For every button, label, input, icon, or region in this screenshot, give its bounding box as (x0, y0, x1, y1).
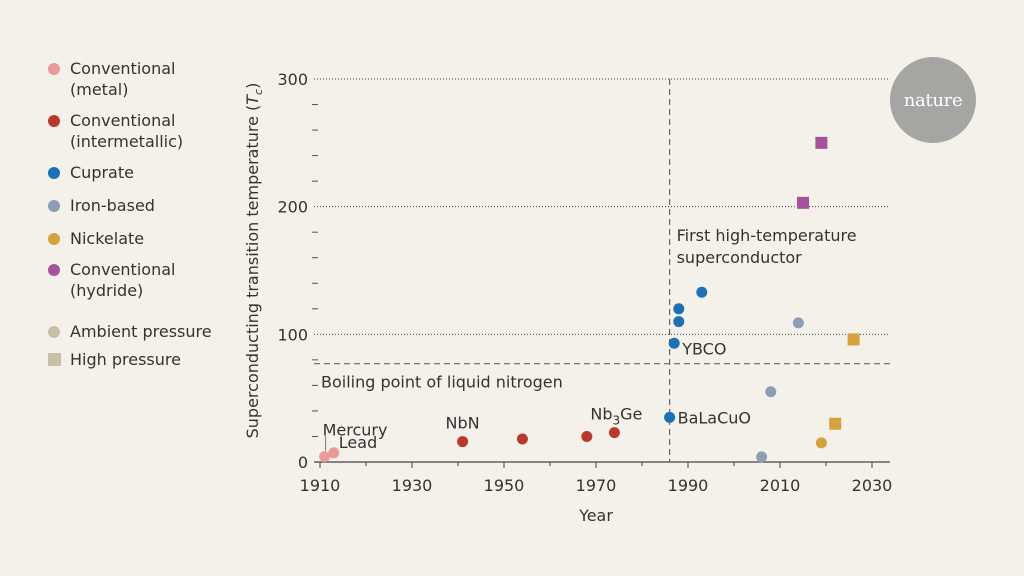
y-axis-title: Superconducting transition temperature (… (243, 83, 265, 439)
legend-item: Conventional (hydride) (48, 259, 248, 301)
legend-marker-circle (48, 326, 60, 338)
legend-marker (48, 264, 60, 276)
legend-item-square: High pressure (48, 349, 248, 370)
data-point-square (797, 196, 809, 209)
data-point-square (815, 136, 828, 149)
x-tick-label: 1910 (300, 476, 341, 495)
data-point (319, 451, 331, 463)
nature-logo: nature (890, 57, 976, 143)
legend-marker-square (48, 353, 61, 366)
legend-label: Conventional (metal) (70, 59, 176, 99)
y-tick-label: 100 (277, 325, 308, 344)
x-tick-label: 1970 (576, 476, 617, 495)
x-tick-label: 1950 (484, 476, 525, 495)
data-point (673, 303, 685, 315)
x-tick-label: 2030 (852, 476, 893, 495)
legend-item: Conventional (metal) (48, 58, 248, 100)
legend-label: Iron-based (70, 196, 155, 215)
reference-label-nitrogen: Boiling point of liquid nitrogen (321, 373, 563, 392)
data-point (696, 286, 708, 298)
legend-marker (48, 63, 60, 75)
legend-item: Iron-based (48, 195, 248, 216)
data-point (328, 447, 340, 459)
data-point (815, 437, 827, 449)
annotation-label: Nb3Ge (590, 405, 642, 428)
x-tick-label: 1930 (392, 476, 433, 495)
x-axis-title: Year (578, 506, 613, 525)
annotation-label: Mercury (323, 421, 388, 440)
data-point (581, 430, 593, 442)
data-point (608, 427, 620, 439)
legend-label: Cuprate (70, 163, 134, 182)
legend-label: Conventional (hydride) (70, 260, 176, 300)
x-tick-label: 1990 (668, 476, 709, 495)
data-point (673, 316, 685, 328)
legend-item: Nickelate (48, 228, 248, 249)
data-point (664, 411, 676, 423)
legend-marker (48, 167, 60, 179)
data-point (457, 436, 469, 448)
legend: Conventional (metal) Conventional (interm… (48, 58, 248, 377)
data-point-square (829, 417, 842, 430)
data-point-square (847, 333, 860, 346)
legend-item: Cuprate (48, 162, 248, 183)
data-point (668, 337, 680, 349)
data-point (756, 451, 768, 463)
x-tick-label: 2010 (760, 476, 801, 495)
legend-item-circle: Ambient pressure (48, 321, 248, 342)
legend-label: Nickelate (70, 229, 145, 248)
annotation-label: BaLaCuO (678, 408, 751, 427)
legend-marker (48, 115, 60, 127)
legend-marker (48, 233, 60, 245)
data-point (765, 386, 777, 398)
data-point (792, 317, 804, 329)
y-tick-label: 200 (277, 198, 308, 217)
data-point (516, 433, 528, 445)
annotation-label: YBCO (681, 339, 726, 358)
reference-label-first-htsc: superconductor (677, 248, 803, 267)
y-tick-label: 0 (298, 453, 308, 472)
reference-label-first-htsc: First high-temperature (677, 226, 857, 245)
legend-item: Conventional (intermetallic) (48, 110, 248, 152)
legend-label: Conventional (intermetallic) (70, 111, 184, 151)
legend-marker (48, 200, 60, 212)
legend-label: Ambient pressure (70, 322, 212, 341)
legend-label: High pressure (70, 350, 181, 369)
annotation-label: NbN (446, 414, 480, 433)
y-tick-label: 300 (277, 70, 308, 89)
annotation-label: Lead (339, 433, 377, 452)
